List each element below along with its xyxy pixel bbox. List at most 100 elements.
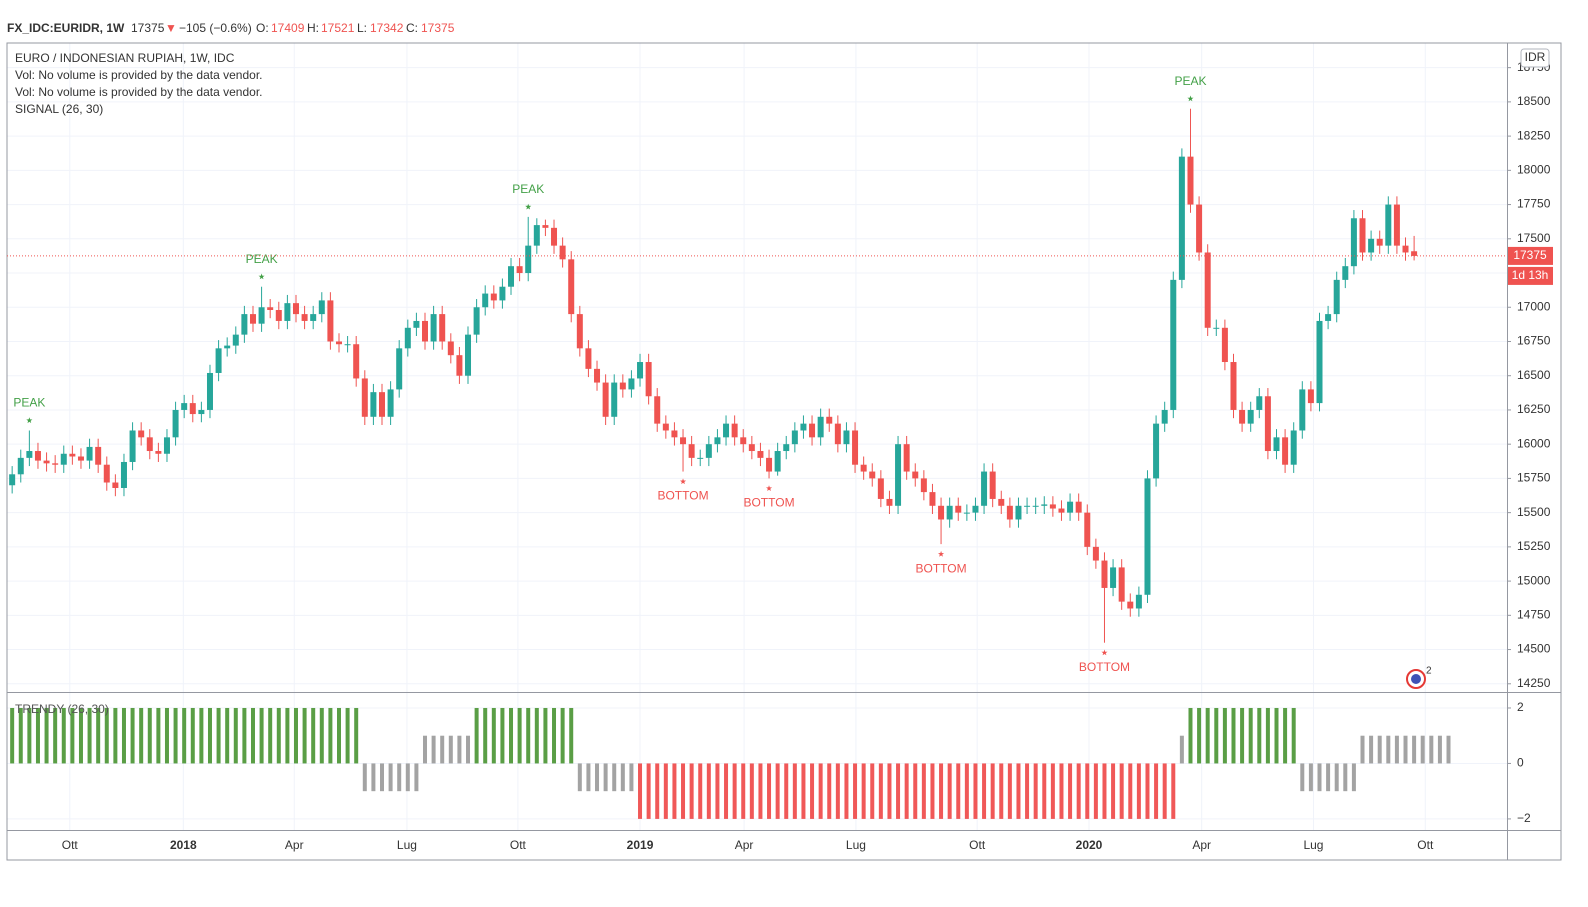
trend-bar bbox=[827, 763, 832, 819]
y-tick-label: 15000 bbox=[1517, 573, 1551, 587]
trend-bar bbox=[1343, 763, 1348, 792]
candle-body bbox=[1084, 512, 1091, 547]
candle-body bbox=[723, 423, 730, 438]
y-tick-label: 18250 bbox=[1517, 128, 1551, 142]
trend-bar bbox=[663, 763, 668, 819]
candle-body bbox=[576, 314, 583, 349]
trend-bar bbox=[569, 707, 574, 764]
trend-bar bbox=[887, 763, 892, 819]
l: 17342 bbox=[370, 21, 404, 35]
x-tick-label: Lug bbox=[1303, 838, 1323, 852]
candle-body bbox=[1342, 266, 1349, 280]
trend-bar bbox=[1222, 707, 1227, 764]
trend-bar bbox=[818, 763, 823, 819]
header: FX_IDC:EURIDR, 1W 17375 ▼ −105 (−0.6%) O… bbox=[7, 21, 455, 35]
candle-body bbox=[508, 266, 515, 287]
trend-bar bbox=[921, 763, 926, 819]
signal-star bbox=[938, 550, 945, 557]
candle-body bbox=[697, 457, 704, 459]
trend-bar bbox=[775, 763, 780, 819]
l-label: L: bbox=[357, 21, 367, 35]
candle-body bbox=[946, 505, 953, 520]
trend-bar bbox=[319, 707, 324, 764]
trend-bar bbox=[233, 707, 238, 764]
trend-bar bbox=[44, 707, 49, 764]
trend-bar bbox=[767, 763, 772, 819]
trend-bar bbox=[1317, 763, 1322, 792]
arrow: ▼ bbox=[165, 21, 177, 35]
trend-bar bbox=[173, 707, 178, 764]
candle-body bbox=[413, 320, 420, 328]
candle-body bbox=[224, 345, 231, 349]
candle-body bbox=[232, 334, 239, 346]
trend-bar bbox=[801, 763, 806, 819]
candle-body bbox=[619, 382, 626, 390]
trend-bar bbox=[302, 707, 307, 764]
trend-bar bbox=[844, 763, 849, 819]
trend-bar bbox=[156, 707, 161, 764]
trend-bar bbox=[646, 763, 651, 819]
trend-bar bbox=[1102, 763, 1107, 819]
candle-body bbox=[680, 437, 687, 445]
legend-line: SIGNAL (26, 30) bbox=[15, 102, 103, 116]
trend-bar bbox=[810, 763, 815, 819]
y-tick-label: 16250 bbox=[1517, 402, 1551, 416]
candle-body bbox=[86, 446, 93, 461]
candle-body bbox=[1385, 204, 1392, 246]
candle-body bbox=[249, 314, 256, 324]
candle-body bbox=[1187, 156, 1194, 205]
trend-bar bbox=[681, 763, 686, 819]
y-tick-label: 15250 bbox=[1517, 539, 1551, 553]
overlays: TRENDY (26, 30) PEAK PEAK PEAK PEAK BOTTOM BOT… bbox=[7, 48, 1553, 716]
candle-body bbox=[1282, 437, 1289, 465]
candle-body bbox=[516, 266, 523, 274]
trend-bar bbox=[741, 763, 746, 819]
candle-body bbox=[783, 444, 790, 452]
trend-bar bbox=[706, 763, 711, 819]
trend-bar bbox=[250, 707, 255, 764]
signal-star bbox=[1101, 649, 1108, 656]
trend-bar bbox=[328, 707, 333, 764]
signal-star bbox=[525, 203, 532, 210]
trend-bar bbox=[1386, 735, 1391, 764]
trend-bar bbox=[113, 707, 118, 764]
trend-bar bbox=[491, 707, 496, 764]
trend-bar bbox=[1016, 763, 1021, 819]
candle-body bbox=[1032, 505, 1039, 507]
signal-star bbox=[766, 485, 773, 491]
trend-bar bbox=[749, 763, 754, 819]
trend-bar bbox=[397, 763, 402, 792]
trend-bar bbox=[1111, 763, 1116, 819]
y-tick-label: 18500 bbox=[1517, 94, 1551, 108]
candle-body bbox=[52, 463, 59, 465]
trend-bar bbox=[1446, 735, 1451, 764]
legend-title: EURO / INDONESIAN RUPIAH, 1W, IDC bbox=[15, 51, 235, 65]
candle-body bbox=[1230, 362, 1237, 410]
candle-body bbox=[757, 451, 764, 458]
y-tick-label: 17500 bbox=[1517, 231, 1551, 245]
trend-bar bbox=[792, 763, 797, 819]
candle-body bbox=[353, 344, 360, 379]
trend-bar bbox=[878, 763, 883, 819]
trend-bar bbox=[870, 763, 875, 819]
signal-label: PEAK bbox=[13, 396, 45, 410]
candle-body bbox=[1376, 238, 1383, 246]
candle-body bbox=[69, 453, 76, 457]
trend-bar bbox=[1059, 763, 1064, 819]
trend-bar bbox=[1007, 763, 1012, 819]
candle-body bbox=[379, 392, 385, 417]
candle-body bbox=[1127, 601, 1134, 609]
trend-bar bbox=[689, 763, 694, 819]
trend-bar bbox=[620, 763, 625, 792]
trend-bar bbox=[53, 707, 58, 764]
trend-bar bbox=[414, 763, 419, 792]
c: 17375 bbox=[421, 21, 455, 35]
trend-bar bbox=[904, 763, 909, 819]
y-tick-label: 16750 bbox=[1517, 334, 1551, 348]
c-label: C: bbox=[406, 21, 418, 35]
trend-bar bbox=[457, 735, 462, 764]
trend-bar bbox=[1351, 763, 1356, 792]
trend-bar bbox=[388, 763, 393, 792]
x-tick-label: Ott bbox=[969, 838, 986, 852]
candle-body bbox=[766, 457, 773, 472]
